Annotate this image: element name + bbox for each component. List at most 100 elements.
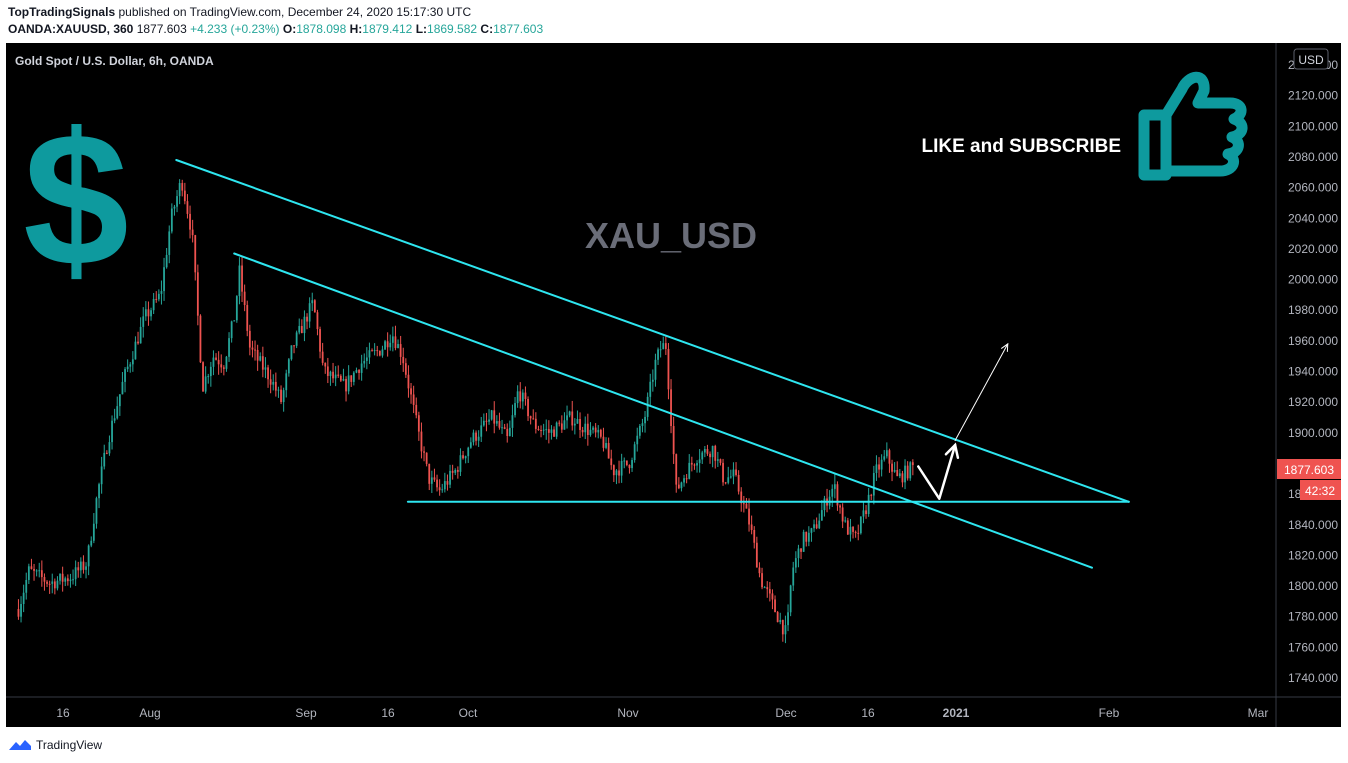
candle [662, 336, 665, 350]
candle [118, 394, 121, 416]
candle [753, 526, 756, 549]
candle [61, 566, 64, 592]
candle [467, 446, 470, 463]
candle [212, 350, 215, 376]
candle [441, 483, 444, 493]
candle [103, 444, 106, 470]
candle [584, 416, 587, 440]
candle [805, 531, 808, 547]
x-tick-label: 2021 [943, 706, 970, 720]
candle [501, 419, 503, 434]
y-tick-label: 1920.000 [1288, 395, 1338, 409]
y-tick-label: 1840.000 [1288, 518, 1338, 532]
candle [339, 374, 342, 382]
candle [789, 584, 792, 617]
candle [329, 370, 332, 386]
candle [846, 517, 849, 536]
published-text: published on TradingView.com, December 2… [118, 5, 472, 19]
candle [854, 530, 857, 538]
candle [446, 474, 449, 491]
candle [202, 361, 204, 392]
candle [25, 572, 28, 600]
candle [540, 425, 542, 438]
projection-path[interactable] [917, 443, 957, 500]
candle [124, 367, 126, 393]
candle [885, 442, 888, 459]
candle [397, 339, 399, 349]
candle [594, 423, 597, 438]
candle [459, 448, 462, 477]
candle [85, 562, 87, 579]
candle [92, 513, 95, 544]
candle [469, 437, 472, 449]
candle [134, 336, 137, 360]
candle [906, 461, 909, 481]
candle [711, 445, 714, 468]
candle [545, 419, 548, 440]
target-arrow[interactable] [954, 343, 1009, 441]
x-tick-label: Sep [295, 706, 317, 720]
candle [784, 615, 787, 644]
y-tick-label: 2120.000 [1288, 89, 1338, 103]
chart-canvas[interactable]: 1740.000 1760.000 1780.000 1800.000 1820.000… [6, 43, 1341, 727]
candle [155, 291, 158, 303]
last-price: 1877.603 [136, 22, 187, 36]
candle [683, 474, 685, 487]
candle [79, 557, 82, 578]
candle [722, 458, 724, 486]
candle [443, 472, 446, 493]
candle [696, 460, 698, 473]
candle [597, 425, 600, 439]
candle [872, 465, 875, 505]
candle [287, 357, 290, 377]
ohlc-close: C:1877.603 [480, 22, 544, 36]
candle [511, 404, 514, 437]
candle [59, 573, 61, 585]
candle [631, 457, 633, 472]
candle [745, 497, 748, 509]
candle [454, 468, 457, 476]
candle [826, 488, 828, 513]
upper-trendline[interactable] [175, 159, 1130, 503]
countdown-label: 42:32 [1300, 480, 1341, 500]
candle [901, 470, 904, 488]
candle [303, 310, 306, 342]
candle [334, 366, 337, 387]
candle [121, 372, 124, 395]
lower-trendline[interactable] [233, 252, 1093, 569]
candle [833, 473, 836, 499]
candle [802, 529, 805, 552]
candle [300, 319, 303, 334]
candle [404, 358, 407, 378]
candle [38, 562, 41, 578]
candle [893, 462, 896, 473]
candle [558, 420, 561, 427]
candle [342, 368, 345, 382]
candle [618, 460, 620, 484]
candle [771, 589, 774, 610]
candle [27, 563, 30, 585]
candle [841, 503, 844, 529]
author-name[interactable]: TopTradingSignals [8, 5, 116, 19]
candle [100, 456, 103, 494]
ohlc-high: H:1879.412 [349, 22, 413, 36]
candle [475, 430, 477, 446]
candle [160, 280, 163, 305]
candle [152, 292, 155, 315]
x-tick-label: Nov [617, 706, 638, 720]
x-axis-ticks[interactable]: 16 Aug Sep 16 Oct Nov Dec 16 2021 Feb Mar [56, 706, 1268, 720]
candle [560, 415, 563, 433]
candle [573, 418, 576, 435]
candle [602, 427, 605, 452]
footer-brand[interactable]: TradingView [36, 738, 103, 752]
candle [750, 515, 753, 535]
candle [163, 257, 165, 301]
price-chart[interactable]: 1740.000 1760.000 1780.000 1800.000 1820.000… [6, 43, 1341, 727]
candle [235, 295, 238, 323]
candle [758, 562, 761, 578]
y-axis-ticks[interactable]: 1740.000 1760.000 1780.000 1800.000 1820.000… [1288, 58, 1338, 685]
candle [532, 409, 535, 420]
candle [529, 415, 532, 425]
candle [319, 326, 321, 359]
candle [402, 347, 405, 372]
